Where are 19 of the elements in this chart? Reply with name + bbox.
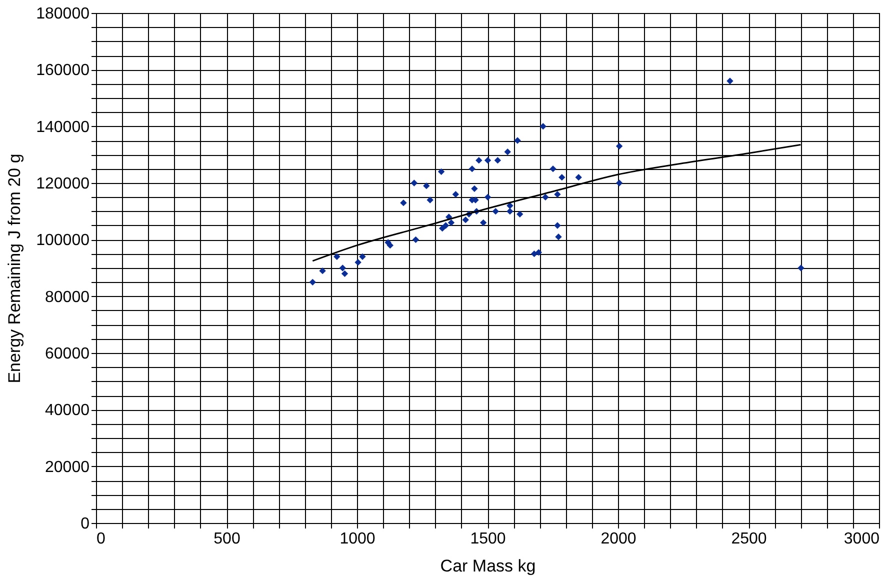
x-tick-label: 2000	[600, 530, 636, 548]
y-tick-label: 40000	[45, 402, 90, 420]
y-tick-label: 0	[80, 516, 90, 532]
y-axis-title: Energy Remaining J from 20 g	[5, 154, 24, 384]
y-tick-label: 120000	[36, 176, 90, 192]
x-tick-label: 500	[214, 530, 240, 548]
y-tick-label: 140000	[36, 118, 90, 136]
x-tick-label: 1000	[340, 530, 376, 548]
y-tick-label: 80000	[45, 288, 90, 306]
x-tick-label: 3000	[844, 530, 880, 548]
y-tick-label: 100000	[36, 232, 90, 250]
y-tick-label: 60000	[45, 346, 90, 362]
y-tick-label: 180000	[36, 6, 90, 22]
x-tick-label: 2500	[731, 530, 767, 548]
x-axis-title: Car Mass kg	[440, 556, 536, 576]
x-tick-label: 0	[96, 530, 106, 548]
x-tick-label: 1500	[470, 530, 506, 548]
y-tick-label: 160000	[36, 62, 90, 80]
y-tick-label: 20000	[45, 458, 90, 476]
